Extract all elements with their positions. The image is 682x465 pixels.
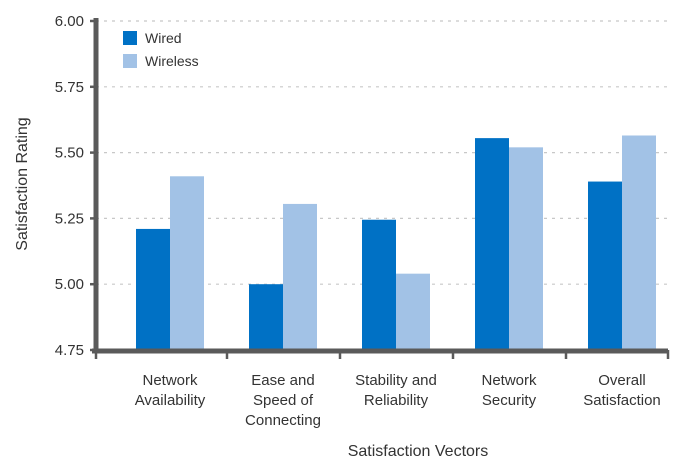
legend-swatch-wireless bbox=[123, 54, 137, 68]
y-tick-labels: 4.75 5.00 5.25 5.50 5.75 6.00 bbox=[55, 13, 84, 359]
x-axis-title: Satisfaction Vectors bbox=[348, 443, 489, 460]
category-label: Stability and Reliability bbox=[355, 372, 437, 409]
bar-wireless-4 bbox=[622, 135, 656, 350]
legend-label-wireless: Wireless bbox=[145, 53, 199, 69]
category-label-line: Network bbox=[142, 372, 198, 389]
bar-wired-2 bbox=[362, 219, 396, 350]
category-label-line: Connecting bbox=[245, 412, 321, 429]
category-label-line: Overall bbox=[598, 372, 646, 389]
category-label-line: Availability bbox=[135, 392, 206, 409]
y-axis-title: Satisfaction Rating bbox=[14, 117, 31, 250]
category-label-line: Network bbox=[481, 372, 537, 389]
legend-label-wired: Wired bbox=[145, 30, 182, 46]
legend-swatch-wired bbox=[123, 31, 137, 45]
bar-wired-3 bbox=[475, 138, 509, 350]
category-label: Network Availability bbox=[135, 372, 206, 409]
y-tick-label: 5.75 bbox=[55, 79, 84, 96]
category-label-line: Security bbox=[482, 392, 537, 409]
bars bbox=[136, 135, 656, 350]
category-label-line: Speed of bbox=[253, 392, 314, 409]
category-label-line: Ease and bbox=[251, 372, 314, 389]
y-tick-label: 5.00 bbox=[55, 276, 84, 293]
bar-wireless-3 bbox=[509, 147, 543, 350]
category-label: Overall Satisfaction bbox=[583, 372, 661, 409]
category-label: Ease and Speed of Connecting bbox=[245, 372, 321, 429]
category-labels: Network Availability Ease and Speed of Conne… bbox=[135, 372, 661, 429]
bar-wired-0 bbox=[136, 228, 170, 350]
bar-wired-1 bbox=[249, 284, 283, 350]
axes bbox=[90, 18, 670, 359]
category-label-line: Reliability bbox=[364, 392, 429, 409]
category-label-line: Satisfaction bbox=[583, 392, 661, 409]
category-label-line: Stability and bbox=[355, 372, 437, 389]
category-label: Network Security bbox=[481, 372, 537, 409]
bar-wired-4 bbox=[588, 181, 622, 350]
y-tick-label: 4.75 bbox=[55, 342, 84, 359]
y-tick-label: 6.00 bbox=[55, 13, 84, 30]
y-tick-label: 5.25 bbox=[55, 210, 84, 227]
bar-wireless-1 bbox=[283, 203, 317, 350]
bar-wireless-2 bbox=[396, 273, 430, 350]
legend: Wired Wireless bbox=[123, 30, 199, 69]
y-tick-label: 5.50 bbox=[55, 145, 84, 162]
bar-wireless-0 bbox=[170, 176, 204, 350]
